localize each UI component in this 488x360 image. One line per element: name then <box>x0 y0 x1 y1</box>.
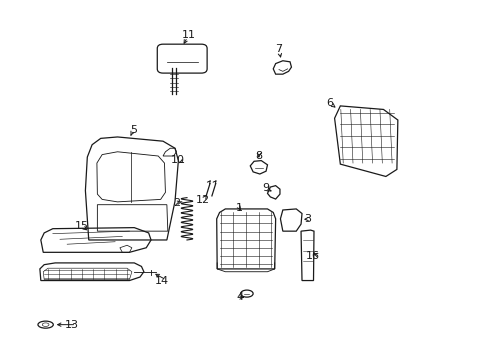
Text: 6: 6 <box>325 98 333 108</box>
Text: 8: 8 <box>255 151 262 161</box>
Text: 10: 10 <box>170 155 184 165</box>
Text: 3: 3 <box>304 214 311 224</box>
Text: 14: 14 <box>154 276 168 286</box>
Text: 7: 7 <box>275 45 282 54</box>
Text: 15: 15 <box>74 221 88 231</box>
Text: 11: 11 <box>182 30 196 40</box>
Text: 5: 5 <box>129 125 137 135</box>
Text: 1: 1 <box>236 203 243 213</box>
Text: 4: 4 <box>236 292 243 302</box>
Text: 16: 16 <box>305 251 319 261</box>
Text: 2: 2 <box>173 198 180 208</box>
Text: 13: 13 <box>65 320 79 330</box>
Text: 12: 12 <box>195 195 209 206</box>
Text: 9: 9 <box>262 184 268 193</box>
